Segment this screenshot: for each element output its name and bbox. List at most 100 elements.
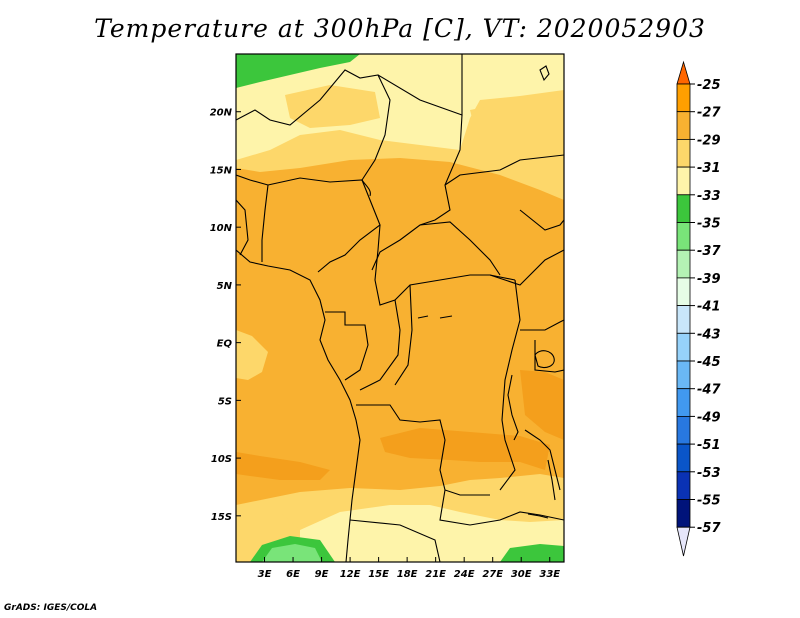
- colorbar-segment: [676, 249, 691, 279]
- colorbar-label: -55: [697, 494, 721, 509]
- colorbar-label: -37: [697, 244, 721, 259]
- colorbar-label: -41: [697, 300, 721, 315]
- region-southeast-green: [500, 544, 564, 562]
- y-tick-label: EQ: [217, 339, 233, 350]
- colorbar-segment: [676, 111, 691, 140]
- region-southwest-moderate: [236, 512, 300, 548]
- country-borders: [236, 54, 564, 562]
- y-tick-label: 15S: [211, 512, 232, 523]
- y-tick-label: 5S: [218, 396, 232, 407]
- border-ssudan: [489, 249, 564, 286]
- temperature-field: [236, 54, 564, 562]
- colorbar-segment: [676, 360, 691, 390]
- border-angola: [356, 404, 490, 496]
- border-west-b: [236, 199, 249, 256]
- colorbar-segment: [676, 166, 691, 196]
- x-tick-label: 3E: [258, 569, 272, 580]
- border-chad: [371, 114, 463, 271]
- colorbar-top-arrow: [676, 60, 691, 85]
- lake-victoria: [534, 350, 555, 369]
- lake-malawi: [547, 459, 556, 501]
- colorbar-label: -49: [697, 410, 721, 425]
- colorbar-segment: [676, 499, 691, 528]
- border-tanzania: [524, 429, 561, 491]
- region-west-moderate: [236, 330, 268, 380]
- colorbar-label: -27: [697, 106, 721, 121]
- colorbar-segment: [676, 388, 691, 417]
- border-sudan: [444, 154, 564, 186]
- colorbar-segment: [676, 277, 691, 306]
- region-south-light-green: [262, 544, 322, 562]
- grads-credit: GrADS: IGES/COLA: [4, 603, 98, 613]
- colorbar-label: -39: [697, 272, 721, 287]
- y-axis: 20N 15N 10N 5N EQ 5S 10S 15S: [210, 108, 241, 523]
- lake-small-2: [527, 513, 549, 519]
- colorbar-bottom-arrow: [676, 526, 691, 557]
- border-cameroon: [374, 224, 516, 306]
- colorbar-label: -31: [697, 161, 721, 176]
- x-axis: 3E 6E 9E 12E 15E 18E 21E 24E 27E 30E 33E: [258, 557, 560, 580]
- region-warm-east: [520, 370, 564, 440]
- colorbar-label: -47: [697, 383, 721, 398]
- region-north-cool: [236, 54, 564, 160]
- border-drc-east: [499, 279, 521, 491]
- lake-tanganyika: [507, 374, 519, 441]
- colorbar-label: -35: [697, 217, 721, 232]
- colorbar-label: -25: [697, 78, 721, 93]
- colorbar-segment: [676, 138, 691, 168]
- colorbar-label: -45: [697, 355, 721, 370]
- border-east-lakes: [520, 319, 564, 331]
- border-west-a: [236, 174, 269, 186]
- colorbar-segment: [676, 222, 691, 251]
- x-tick-label: 12E: [340, 569, 361, 580]
- colorbar-label: -33: [697, 189, 721, 204]
- colorbar-label: -57: [697, 521, 721, 536]
- border-car: [419, 221, 501, 276]
- x-tick-label: 21E: [425, 569, 446, 580]
- x-tick-label: 27E: [482, 569, 503, 580]
- x-tick-label: 9E: [315, 569, 329, 580]
- border-congo: [359, 299, 401, 391]
- border-north-1: [236, 69, 391, 181]
- y-tick-label: 10S: [211, 454, 232, 465]
- colorbar: -25 -27 -29 -31 -33 -35 -37 -39 -41 -43 -45 -47 -49 -…: [676, 60, 721, 557]
- y-tick-label: 10N: [210, 223, 233, 234]
- x-tick-label: 33E: [539, 569, 560, 580]
- border-ssudan-east: [519, 209, 564, 231]
- x-tick-label: 30E: [511, 569, 532, 580]
- colorbar-segment: [676, 471, 691, 500]
- colorbar-segment: [676, 443, 691, 473]
- map-title: Temperature at 300hPa [C], VT: 202005290…: [94, 14, 706, 43]
- region-northwest-green: [236, 54, 360, 88]
- lake-small-1: [417, 315, 453, 319]
- lake-chad: [361, 179, 371, 197]
- y-tick-label: 20N: [210, 108, 233, 119]
- colorbar-segment: [676, 332, 691, 362]
- colorbar-label: -51: [697, 438, 721, 453]
- colorbar-label: -43: [697, 327, 721, 342]
- x-tick-label: 24E: [454, 569, 475, 580]
- border-north-2: [377, 54, 463, 116]
- x-tick-label: 6E: [286, 569, 300, 580]
- border-drc-north: [394, 284, 413, 386]
- colorbar-label: -53: [697, 466, 721, 481]
- island-north: [539, 65, 550, 82]
- x-tick-label: 18E: [397, 569, 418, 580]
- region-ne-moderate: [470, 95, 564, 160]
- colorbar-segment: [676, 415, 691, 445]
- colorbar-segment: [676, 83, 691, 113]
- map-frame: [235, 53, 565, 563]
- colorbar-segment: [676, 194, 691, 223]
- border-namibia: [349, 519, 441, 562]
- border-nigeria: [267, 177, 381, 273]
- x-tick-label: 15E: [368, 569, 389, 580]
- border-zambia: [439, 489, 564, 526]
- y-tick-label: 5N: [217, 281, 233, 292]
- region-warm-southwest: [236, 452, 330, 480]
- border-benin: [261, 184, 269, 262]
- border-gabon: [325, 311, 369, 381]
- region-north-moderate-inner: [285, 85, 380, 128]
- region-south-cool: [300, 505, 564, 562]
- colorbar-label: -29: [697, 133, 721, 148]
